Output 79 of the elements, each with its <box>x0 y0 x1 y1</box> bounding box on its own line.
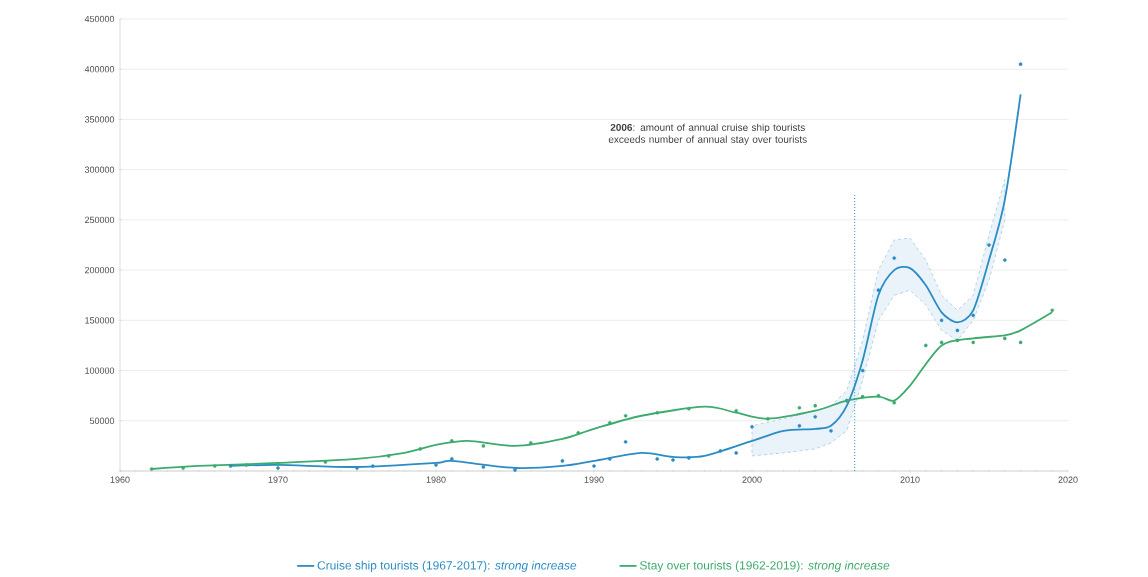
point <box>276 466 280 470</box>
point <box>766 416 770 421</box>
point <box>892 256 896 260</box>
point <box>608 420 612 425</box>
point <box>860 368 865 373</box>
point <box>213 464 217 468</box>
point <box>687 456 691 460</box>
point <box>813 414 817 419</box>
point <box>560 459 565 463</box>
point <box>418 447 422 451</box>
y-tick-label: 100000 <box>85 367 115 374</box>
point <box>1018 340 1023 345</box>
point <box>181 466 185 470</box>
point <box>797 405 802 410</box>
y-tick-label: 250000 <box>85 216 115 224</box>
point <box>513 468 517 472</box>
point <box>1018 62 1023 66</box>
x-tick-label: 1960 <box>110 476 130 483</box>
point <box>450 457 454 461</box>
point <box>939 340 944 345</box>
point <box>829 429 833 433</box>
point <box>750 425 754 429</box>
point <box>971 313 975 318</box>
point <box>355 466 359 470</box>
x-tick-label: 1980 <box>426 476 446 483</box>
point <box>876 288 881 292</box>
point <box>987 243 991 247</box>
y-tick-label: 200000 <box>85 266 115 274</box>
point <box>323 460 328 464</box>
point <box>1003 258 1007 262</box>
point <box>687 406 691 411</box>
point <box>529 441 533 445</box>
x-tick-label: 1990 <box>584 476 604 483</box>
point <box>481 444 486 448</box>
point <box>450 439 454 443</box>
y-tick-label: 300000 <box>84 166 115 173</box>
point <box>924 343 928 348</box>
legend-label: Stay over tourists (1962-2019): strong increase <box>639 560 890 572</box>
x-tick-label: 2000 <box>742 476 762 483</box>
point <box>892 400 896 405</box>
point <box>734 451 738 455</box>
point <box>671 458 675 462</box>
y-tick-label: 350000 <box>84 116 115 123</box>
point <box>655 410 659 415</box>
point <box>608 457 612 461</box>
point <box>371 464 375 468</box>
point <box>1050 308 1054 313</box>
y-tick-label: 150000 <box>85 317 115 324</box>
x-tick-label: 2020 <box>1058 476 1078 483</box>
point <box>860 394 865 399</box>
point <box>623 440 628 444</box>
point <box>576 431 580 435</box>
point <box>623 413 628 418</box>
point <box>434 463 438 467</box>
point <box>592 464 596 468</box>
y-tick-label: 450000 <box>84 15 115 23</box>
point <box>481 465 486 469</box>
point <box>734 408 738 413</box>
point <box>276 462 280 466</box>
point <box>149 467 154 471</box>
point <box>813 403 817 408</box>
point <box>876 393 881 398</box>
point <box>971 340 975 345</box>
point <box>386 454 391 458</box>
point <box>955 338 960 343</box>
point <box>955 328 960 333</box>
point <box>797 424 802 428</box>
point <box>244 463 249 467</box>
y-tick-label: 400000 <box>84 66 115 73</box>
point <box>939 318 944 323</box>
y-tick-label: 50000 <box>89 417 115 424</box>
annotation: 2006: amount of annual cruise ship tourists exceeds number of annual stay over tourists <box>608 123 807 145</box>
point <box>228 464 233 468</box>
point <box>718 449 723 453</box>
point <box>1003 336 1007 341</box>
legend-label: Cruise ship tourists (1967-2017): strong increase <box>317 560 577 572</box>
x-tick-label: 2010 <box>900 476 920 483</box>
x-tick-label: 1970 <box>268 476 288 483</box>
point <box>655 457 659 461</box>
